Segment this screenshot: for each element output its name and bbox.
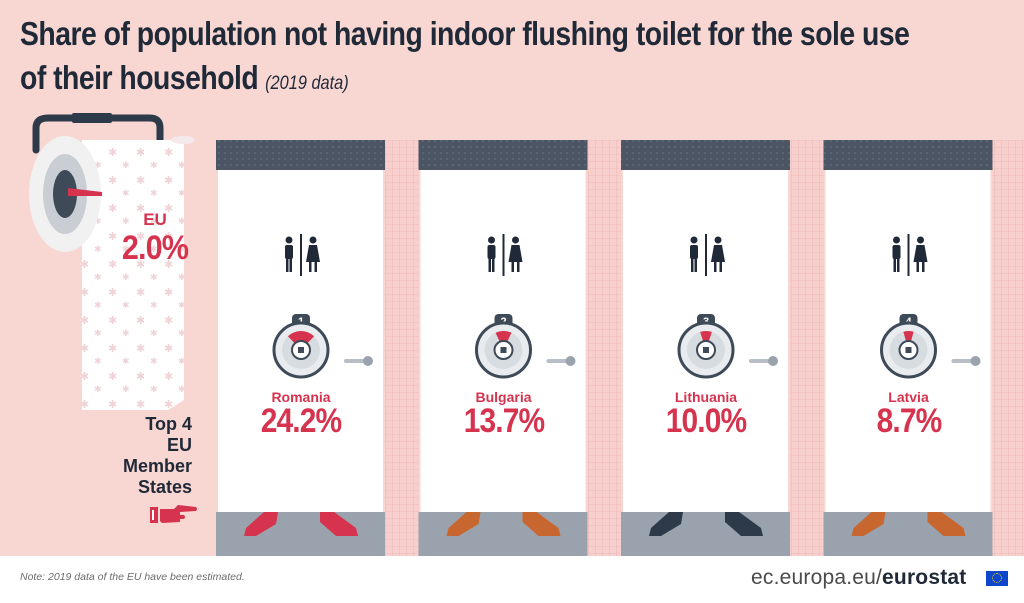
category-label: Romania [271,389,331,405]
stall-floor [418,512,588,556]
data-label: 24.2% [260,402,342,440]
lock-keyhole [703,347,709,353]
restroom-sign-icon [285,234,320,276]
eu-label: EU [143,210,167,229]
shoe-left [649,512,683,536]
side-label-line: EU [166,435,192,455]
stall-partition [587,140,622,556]
stall-floor [621,512,790,556]
pointing-hand-icon [150,505,197,523]
data-label: 8.7% [876,402,942,440]
shoe-left [851,512,886,536]
stall-floor [216,512,385,556]
data-label: 13.7% [463,402,544,440]
shoe-right [927,512,966,536]
side-label: Top 4 EU Member States [72,414,192,498]
shoe-left [446,512,481,536]
chart-title-line2: of their household [20,59,259,96]
stall-top [823,140,993,170]
eurostat-link[interactable]: ec.europa.eu/eurostat [751,566,966,590]
side-label-line: States [137,477,192,497]
door-handle-icon [546,356,576,366]
eu-value: 2.0% [121,229,189,267]
chart-title-line1: Share of population not having indoor fl… [20,15,910,52]
stall-top [621,140,790,170]
side-label-line: Member [122,456,192,476]
data-label: 10.0% [665,402,747,440]
brand-name: eurostat [882,566,967,589]
chart-area: 1234 [216,140,1024,556]
shoe-left [244,512,278,536]
shoe-right [725,512,763,536]
stall-top [418,140,588,170]
restroom-sign-icon [892,234,928,276]
stall-top [216,140,385,170]
footnote: Note: 2019 data of the EU have been esti… [20,571,245,583]
lock-keyhole [905,347,912,353]
eu-flag-icon [986,571,1008,586]
chart-title: Share of population not having indoor fl… [20,12,910,106]
shoe-right [522,512,561,536]
shoe-right [320,512,358,536]
category-label: Bulgaria [475,389,532,405]
side-label-line: Top 4 [145,414,192,434]
stall-partition [790,140,824,556]
door-handle-icon [344,356,373,366]
brand-domain: ec.europa.eu/ [751,566,883,589]
stall-floor [823,512,993,556]
door-handle-icon [951,356,981,366]
category-label: Latvia [888,389,929,405]
lock-keyhole [500,347,507,353]
chart-subtitle: (2019 data) [265,73,349,94]
toilet-paper-icon: ✱ ✱ [29,113,195,410]
stall-partition [385,140,419,556]
door-handle-icon [749,356,778,366]
category-label: Lithuania [674,389,738,405]
restroom-sign-icon [690,234,725,276]
stall-partition [992,140,1024,556]
restroom-sign-icon [487,234,523,276]
lock-keyhole [298,347,304,353]
